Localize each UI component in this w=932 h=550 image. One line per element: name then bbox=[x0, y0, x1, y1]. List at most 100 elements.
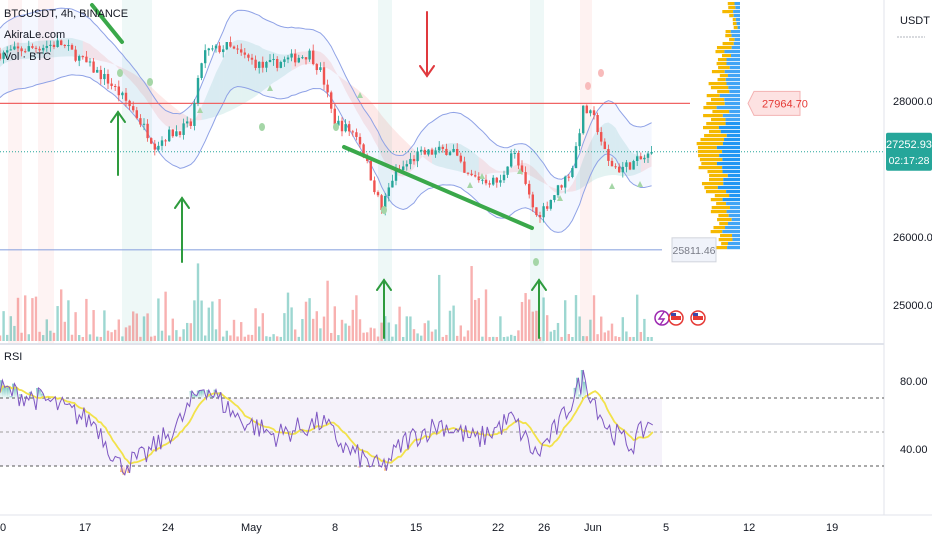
legend-volume[interactable]: Vol · BTC bbox=[4, 51, 51, 63]
candle-body bbox=[0, 53, 2, 59]
candle-body bbox=[481, 179, 484, 181]
volume-bar bbox=[337, 335, 340, 341]
profile-bar-buy bbox=[698, 154, 720, 158]
ribbon-segment bbox=[302, 51, 306, 65]
profile-bar-buy bbox=[715, 246, 728, 250]
candle-body bbox=[6, 50, 9, 53]
volume-bar bbox=[13, 325, 16, 341]
ribbon-segment bbox=[561, 190, 566, 194]
signal-triangle bbox=[609, 183, 615, 189]
candle-body bbox=[319, 67, 322, 71]
signal-arrows bbox=[110, 11, 547, 339]
profile-bar-sell bbox=[727, 242, 740, 246]
signal-triangle bbox=[479, 173, 485, 179]
ribbon-segment bbox=[39, 40, 44, 59]
profile-bar-sell bbox=[729, 90, 740, 94]
support-price-label[interactable]: 25811.46 bbox=[671, 237, 717, 263]
rsi-overbought-fill bbox=[9, 396, 13, 398]
highlight-red-strip bbox=[38, 0, 54, 343]
signal-dot bbox=[598, 69, 604, 77]
time-tick-label: 19 bbox=[826, 522, 838, 534]
signal-dot bbox=[259, 123, 265, 131]
legend-source[interactable]: AkiraLe.com bbox=[4, 29, 65, 41]
candle-body bbox=[272, 59, 275, 61]
profile-bar-buy bbox=[696, 142, 723, 146]
candle-body bbox=[466, 172, 470, 174]
rsi-overbought-fill bbox=[578, 394, 582, 398]
candle-body bbox=[146, 123, 149, 139]
band-upper bbox=[0, 7, 652, 180]
profile-bar-buy bbox=[710, 230, 723, 234]
candle-body bbox=[538, 215, 542, 218]
volume-bar bbox=[481, 336, 484, 341]
volume-bar bbox=[301, 319, 304, 341]
signal-triangle bbox=[517, 168, 523, 174]
profile-bar-sell bbox=[734, 2, 740, 6]
volume-bar bbox=[204, 335, 207, 341]
candle-body bbox=[492, 177, 495, 185]
ribbon-segment bbox=[212, 72, 216, 118]
ribbon-segment bbox=[640, 155, 645, 173]
volume-bar bbox=[628, 336, 632, 341]
profile-bar-buy bbox=[699, 158, 723, 162]
volume-bar bbox=[452, 305, 455, 341]
candle-body bbox=[578, 133, 581, 147]
profile-bar-buy bbox=[697, 146, 717, 150]
volume-bar bbox=[567, 333, 570, 341]
volume-bar bbox=[153, 335, 156, 341]
profile-bar-buy bbox=[706, 94, 720, 98]
time-tick-label: May bbox=[241, 522, 262, 534]
legend-symbol[interactable]: BTCUSDT, 4h, BINANCE bbox=[4, 8, 128, 20]
profile-bar-buy bbox=[719, 74, 728, 78]
rsi-overbought-fill bbox=[24, 396, 27, 398]
volume-bar bbox=[373, 328, 376, 341]
volume-bar bbox=[420, 335, 423, 341]
candle-body bbox=[387, 187, 390, 196]
profile-bar-sell bbox=[733, 10, 740, 14]
volume-bar bbox=[139, 336, 142, 341]
current-price-badge[interactable]: 27252.93 02:17:28 bbox=[886, 132, 932, 171]
ribbon-segment bbox=[406, 142, 411, 176]
ribbon-segment bbox=[86, 42, 90, 59]
event-icons[interactable] bbox=[654, 310, 706, 326]
volume-bar bbox=[312, 318, 315, 341]
ribbon-segment bbox=[374, 105, 378, 148]
volume-bar bbox=[369, 327, 372, 341]
candle-body bbox=[132, 106, 135, 111]
candle-body bbox=[279, 61, 282, 68]
ribbon-segment bbox=[475, 153, 479, 176]
rsi-legend[interactable]: RSI bbox=[4, 351, 22, 363]
ribbon-segment bbox=[532, 166, 537, 180]
trend-line-green[interactable] bbox=[342, 145, 534, 230]
candle-body bbox=[81, 56, 84, 58]
rsi-overbought-fill bbox=[583, 381, 586, 398]
time-axis[interactable]: 0 17 24 May 8 15 22 26 Jun 5 12 19 bbox=[0, 522, 838, 534]
rsi-oversold-fill bbox=[367, 466, 370, 467]
candle-body bbox=[452, 148, 455, 153]
ribbon-segment bbox=[68, 37, 72, 57]
ribbon-segment bbox=[525, 162, 530, 176]
signal-dot bbox=[533, 258, 539, 266]
resistance-price-label[interactable]: 27964.70 bbox=[747, 90, 808, 116]
volume-bar bbox=[74, 312, 77, 341]
ribbon-segment bbox=[237, 39, 242, 107]
ribbon-segment bbox=[234, 39, 238, 109]
candle-body bbox=[193, 103, 196, 126]
profile-bar-buy bbox=[711, 118, 726, 122]
volume-bar bbox=[366, 332, 369, 341]
candle-body bbox=[38, 48, 41, 51]
volume-bar bbox=[466, 330, 470, 341]
ribbon-segment bbox=[43, 40, 47, 59]
candle-body bbox=[524, 172, 527, 184]
candle-body bbox=[34, 47, 38, 49]
candle-body bbox=[459, 155, 462, 162]
trend-line-green[interactable] bbox=[90, 3, 124, 44]
candle-body bbox=[430, 149, 434, 155]
profile-bar-buy bbox=[704, 186, 718, 190]
candle-body bbox=[618, 166, 621, 173]
ribbon-segment bbox=[208, 81, 213, 119]
candle-body bbox=[510, 153, 513, 167]
profile-bar-sell bbox=[726, 190, 740, 194]
volume-bar bbox=[340, 319, 344, 341]
